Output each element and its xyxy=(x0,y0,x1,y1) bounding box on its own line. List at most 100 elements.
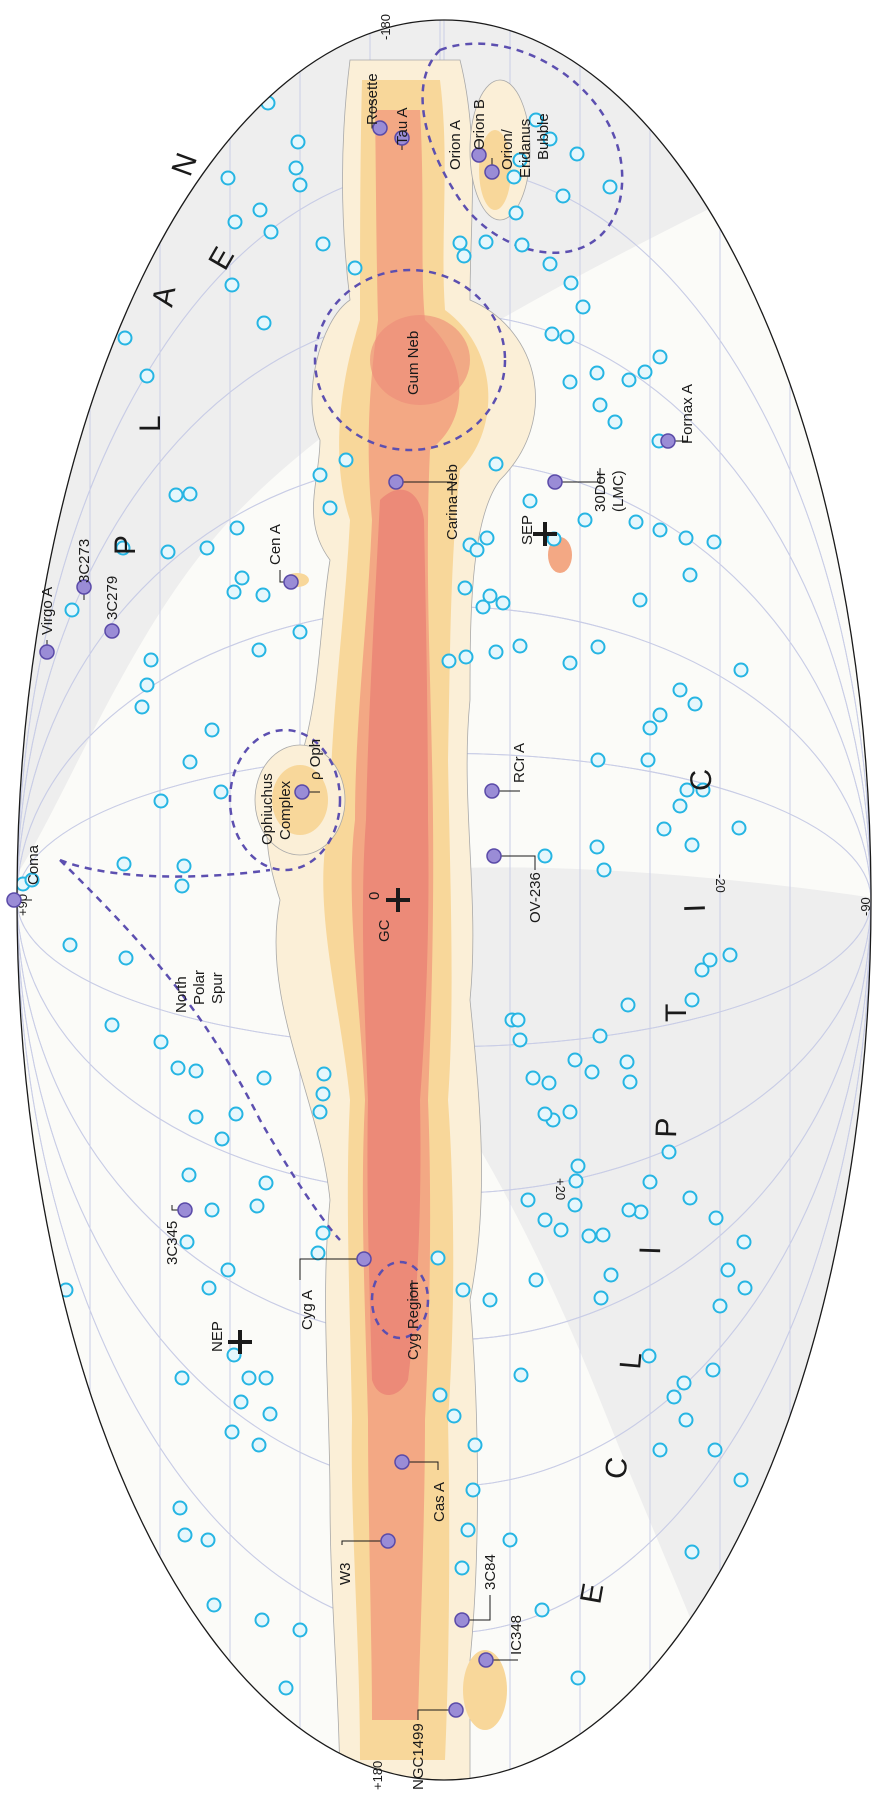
xray-source-dot xyxy=(115,540,131,556)
xray-source-dot xyxy=(592,397,608,413)
gum-emission xyxy=(370,315,470,405)
xray-source-dot xyxy=(118,950,134,966)
xray-source-dot xyxy=(553,1222,569,1238)
xray-source-dot xyxy=(174,1370,190,1386)
xray-source-dot xyxy=(475,599,491,615)
source-label-lmc: (LMC) xyxy=(610,470,627,512)
ophiuchus-outline xyxy=(228,728,342,872)
source-dot xyxy=(356,1251,372,1267)
xray-source-dot xyxy=(520,1192,536,1208)
source-label: Cas A xyxy=(431,1482,448,1522)
xray-source-dot xyxy=(262,1406,278,1422)
xray-source-dot xyxy=(570,1670,586,1686)
xray-source-dot xyxy=(188,1109,204,1125)
xray-source-dot xyxy=(312,467,328,483)
xray-source-dot xyxy=(452,235,468,251)
xray-source-dot xyxy=(292,624,308,640)
xray-source-dot xyxy=(637,364,653,380)
sep-cross-icon xyxy=(533,522,557,546)
xray-source-dot xyxy=(607,414,623,430)
source-3c279: 3C279 xyxy=(104,576,121,639)
xray-source-dot xyxy=(251,642,267,658)
xray-source-dot xyxy=(642,1174,658,1190)
source-dot xyxy=(76,579,92,595)
xray-source-dot xyxy=(454,1560,470,1576)
xray-source-dot xyxy=(177,1527,193,1543)
ecliptic-letter: P xyxy=(650,1115,684,1138)
nep-label: NEP xyxy=(209,1321,226,1352)
xray-source-dot xyxy=(132,1590,148,1606)
xray-source-dot xyxy=(254,1612,270,1628)
xray-source-dot xyxy=(182,486,198,502)
xray-source-dot xyxy=(467,1437,483,1453)
source-label: IC348 xyxy=(508,1615,525,1655)
emission-core xyxy=(362,489,429,1395)
xray-source-dot xyxy=(455,1282,471,1298)
xray-sources xyxy=(17,95,753,1780)
source-cas-a: Cas A xyxy=(394,1454,448,1522)
source-dot xyxy=(471,147,487,163)
xray-source-dot xyxy=(510,1012,526,1028)
xray-source-dot xyxy=(559,329,575,345)
source-label: RCr A xyxy=(511,743,528,783)
xray-source-dot xyxy=(672,682,688,698)
xray-source-dot xyxy=(666,1389,682,1405)
xray-source-dot xyxy=(628,514,644,530)
xray-source-dot xyxy=(181,1167,197,1183)
gc-cross-icon xyxy=(386,888,410,912)
xray-source-dot xyxy=(258,1175,274,1191)
xray-source-dot xyxy=(252,202,268,218)
xray-source-dot xyxy=(682,1190,698,1206)
source-dot xyxy=(380,1533,396,1549)
gum-neb-label: Gum Neb xyxy=(405,331,422,395)
xray-source-dot xyxy=(595,1227,611,1243)
xray-source-dot xyxy=(292,1622,308,1638)
source-rcr-a: RCr A xyxy=(484,743,528,799)
xray-source-dot xyxy=(256,315,272,331)
plane-letter: P xyxy=(109,533,142,555)
source-label: OV-236 xyxy=(527,872,544,923)
xray-source-dot xyxy=(656,821,672,837)
source-tau-a: Tau A xyxy=(394,107,411,150)
xray-source-dot xyxy=(528,112,544,128)
xray-source-dot xyxy=(456,248,472,264)
ecliptic-word: E C L I P T I C xyxy=(574,766,719,1606)
xray-source-dot xyxy=(62,937,78,953)
ophiuchus-label-1: Ophiuchus xyxy=(259,773,276,845)
xray-source-dot xyxy=(512,638,528,654)
xray-source-dot xyxy=(722,947,738,963)
xray-source-dot xyxy=(512,1032,528,1048)
cyg-emission xyxy=(370,1265,420,1355)
xray-source-dot xyxy=(168,487,184,503)
xray-source-dot xyxy=(143,652,159,668)
xray-source-dot xyxy=(228,1106,244,1122)
xray-source-dot xyxy=(478,234,494,250)
xray-source-dot xyxy=(590,639,606,655)
nps-label-3: Spur xyxy=(209,972,226,1004)
xray-source-dot xyxy=(694,962,710,978)
source-dot xyxy=(394,1454,410,1470)
source-label: 3C273 xyxy=(76,539,93,583)
xray-source-dot xyxy=(214,1131,230,1147)
source-rosette: Rosette xyxy=(364,73,388,136)
xray-source-dot xyxy=(458,649,474,665)
xray-source-dot xyxy=(563,275,579,291)
xray-source-dot xyxy=(528,1272,544,1288)
ecliptic-letter: L xyxy=(614,1349,649,1370)
xray-source-dot xyxy=(672,798,688,814)
xray-source-dot xyxy=(488,644,504,660)
xray-source-dot xyxy=(64,602,80,618)
xray-source-dot xyxy=(508,205,524,221)
xray-source-dot xyxy=(347,260,363,276)
xray-source-dot xyxy=(220,170,236,186)
xray-source-dot xyxy=(569,146,585,162)
xray-source-dot xyxy=(160,544,176,560)
source-dot xyxy=(448,1702,464,1718)
xray-source-dot xyxy=(255,587,271,603)
xray-source-dot xyxy=(488,456,504,472)
sep-label: SEP xyxy=(519,515,536,545)
xray-source-dot xyxy=(537,1212,553,1228)
xray-source-dot xyxy=(316,1066,332,1082)
xray-source-dot xyxy=(592,1028,608,1044)
